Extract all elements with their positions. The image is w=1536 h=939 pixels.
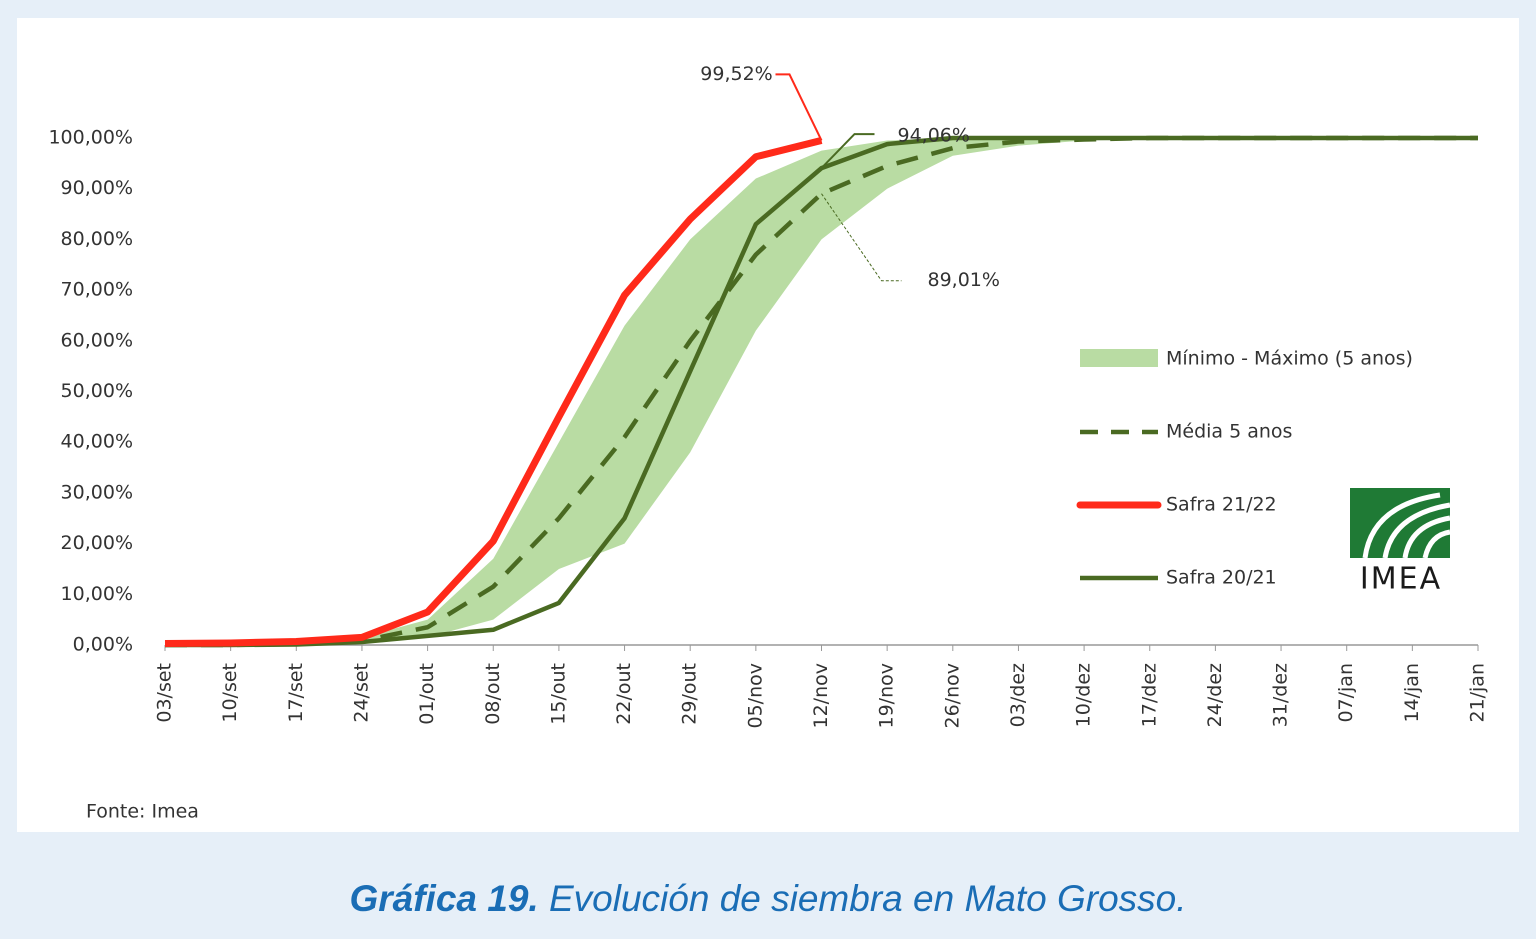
source: Fonte: Imea [86,801,199,823]
y-tick-label: 20,00% [61,532,133,554]
value-label: 89,01% [928,269,1000,291]
x-tick-label: 21/jan [1467,663,1489,723]
x-tick-label: 05/nov [744,663,766,729]
y-tick-label: 40,00% [61,431,133,453]
min-max-band [165,138,1478,645]
logo-text: IMEA [1360,562,1442,597]
x-tick-label: 17/dez [1138,663,1160,727]
caption-text: Evolución de siembra en Mato Grosso. [538,878,1187,919]
x-tick-label: 03/dez [1007,663,1029,727]
x-tick-label: 10/set [219,663,241,723]
legend-label: Safra 21/22 [1166,494,1277,516]
x-tick-label: 24/set [350,663,372,723]
leader-line [775,73,823,141]
y-tick-label: 80,00% [61,228,133,250]
y-tick-label: 0,00% [73,634,133,656]
x-tick-label: 01/out [416,663,438,725]
y-tick-label: 30,00% [61,481,133,503]
legend-label: Safra 20/21 [1166,567,1277,589]
x-tick-label: 19/nov [876,663,898,729]
x-tick-label: 03/set [154,663,176,723]
y-tick-label: 60,00% [61,329,133,351]
legend-label: Média 5 anos [1166,421,1292,443]
x-tick-label: 22/out [613,663,635,725]
logo: IMEA [1350,488,1451,597]
series-line [165,135,1478,648]
y-tick-label: 100,00% [48,127,133,149]
value-label: 99,52% [700,63,772,85]
y-tick-label: 10,00% [61,583,133,605]
x-tick-label: 08/out [482,663,504,725]
y-tick-label: 90,00% [61,177,133,199]
leader-line [821,193,902,282]
x-tick-label: 17/set [285,663,307,723]
x-tick-label: 31/dez [1270,663,1292,727]
series-line [164,137,823,647]
chart: Fonte: Imea IMEA 0,00% 10,00% 20,00% 30,00%… [17,18,1519,832]
x-tick-label: 24/dez [1204,663,1226,727]
legend-label: Mínimo - Máximo (5 anos) [1166,348,1413,370]
x-tick-label: 10/dez [1073,663,1095,727]
y-tick-label: 50,00% [61,380,133,402]
x-tick-label: 15/out [547,663,569,725]
legend-swatch [1080,349,1158,367]
value-label: 94,06% [898,125,970,147]
x-tick-label: 26/nov [941,663,963,729]
caption-label: Gráfica 19. [349,878,539,919]
x-tick-label: 07/jan [1335,663,1357,723]
caption: Gráfica 19. Evolución de siembra en Mato… [0,878,1536,920]
x-tick-label: 14/jan [1401,663,1423,723]
leader-line [820,133,875,169]
x-tick-label: 29/out [679,663,701,725]
x-tick-label: 12/nov [810,663,832,729]
y-tick-label: 70,00% [61,279,133,301]
